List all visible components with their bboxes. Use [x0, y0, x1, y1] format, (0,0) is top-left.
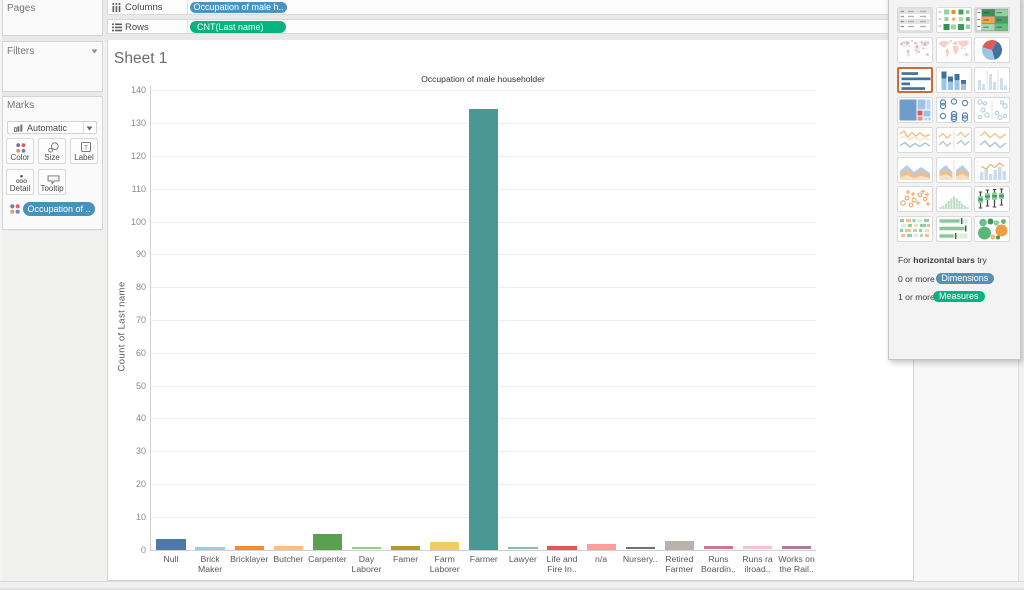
svg-text:T: T [84, 144, 88, 151]
